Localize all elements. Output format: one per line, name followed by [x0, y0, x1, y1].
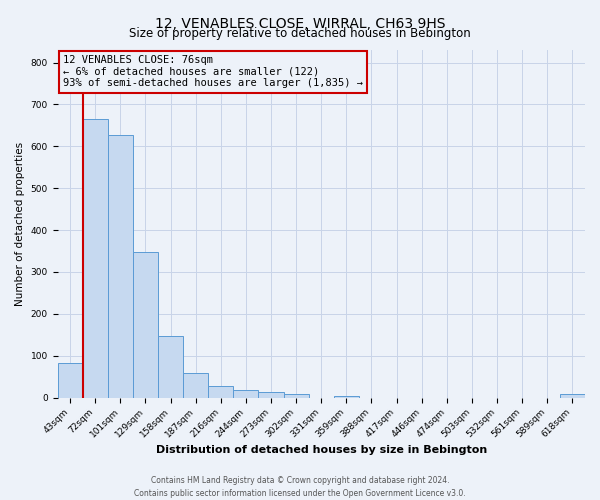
- Text: Size of property relative to detached houses in Bebington: Size of property relative to detached ho…: [129, 28, 471, 40]
- Y-axis label: Number of detached properties: Number of detached properties: [15, 142, 25, 306]
- Bar: [108, 134, 133, 398]
- X-axis label: Distribution of detached houses by size in Bebington: Distribution of detached houses by size …: [155, 445, 487, 455]
- Bar: [83, 119, 108, 398]
- Bar: [259, 392, 284, 398]
- Bar: [284, 394, 309, 398]
- Text: 12, VENABLES CLOSE, WIRRAL, CH63 9HS: 12, VENABLES CLOSE, WIRRAL, CH63 9HS: [155, 18, 445, 32]
- Bar: [183, 374, 208, 398]
- Bar: [58, 364, 83, 398]
- Bar: [208, 386, 233, 398]
- Bar: [158, 336, 183, 398]
- Text: 12 VENABLES CLOSE: 76sqm
← 6% of detached houses are smaller (122)
93% of semi-d: 12 VENABLES CLOSE: 76sqm ← 6% of detache…: [63, 55, 363, 88]
- Bar: [334, 396, 359, 398]
- Bar: [133, 252, 158, 398]
- Text: Contains HM Land Registry data © Crown copyright and database right 2024.
Contai: Contains HM Land Registry data © Crown c…: [134, 476, 466, 498]
- Bar: [560, 394, 585, 398]
- Bar: [233, 390, 259, 398]
